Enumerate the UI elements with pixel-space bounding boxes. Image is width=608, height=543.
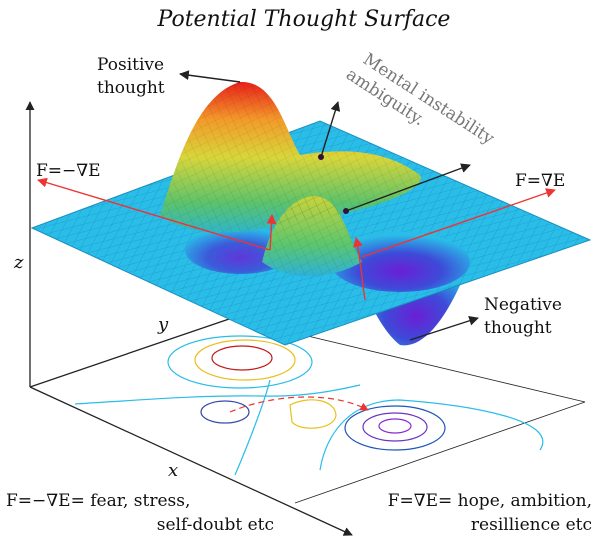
label: F=∇E bbox=[515, 171, 565, 191]
title: Potential Thought Surface bbox=[157, 7, 451, 32]
arrow bbox=[409, 316, 479, 341]
caption: F=−∇E= fear, stress, bbox=[6, 491, 190, 511]
label: Positive bbox=[97, 55, 164, 75]
caption: resillience etc bbox=[471, 515, 592, 535]
arrow bbox=[320, 101, 341, 158]
path-arrow bbox=[229, 396, 369, 413]
force-arrow bbox=[266, 214, 277, 251]
y-label: y bbox=[157, 314, 169, 335]
x-axis bbox=[29, 386, 353, 536]
contour bbox=[344, 405, 446, 451]
caption: F=∇E= hope, ambition, bbox=[388, 491, 592, 511]
contour bbox=[74, 384, 361, 405]
arrows bbox=[37, 70, 556, 341]
contour bbox=[319, 399, 544, 471]
contour bbox=[200, 400, 250, 424]
floor-edge bbox=[294, 401, 586, 504]
force-arrow bbox=[37, 177, 271, 251]
contour bbox=[289, 399, 337, 429]
contour bbox=[167, 335, 313, 389]
contour bbox=[378, 418, 412, 434]
contour bbox=[362, 412, 428, 442]
surface bbox=[30, 81, 592, 346]
label: thought bbox=[97, 78, 165, 98]
label: Negative bbox=[484, 295, 562, 315]
mesh bbox=[262, 196, 362, 277]
arrow bbox=[179, 70, 241, 83]
label: F=−∇E bbox=[36, 161, 101, 181]
y-axis bbox=[29, 317, 233, 388]
force-arrow bbox=[353, 237, 366, 301]
contours bbox=[74, 335, 544, 476]
x-label: x bbox=[168, 460, 178, 481]
mesh bbox=[160, 81, 421, 233]
label: thought bbox=[484, 318, 552, 338]
arrow bbox=[345, 163, 471, 212]
contour bbox=[211, 345, 273, 371]
contour bbox=[194, 339, 296, 381]
contour bbox=[234, 379, 271, 476]
z-label: z bbox=[13, 252, 24, 273]
caption: self-doubt etc bbox=[157, 515, 274, 535]
force-arrow bbox=[361, 188, 556, 258]
well bbox=[330, 232, 470, 292]
